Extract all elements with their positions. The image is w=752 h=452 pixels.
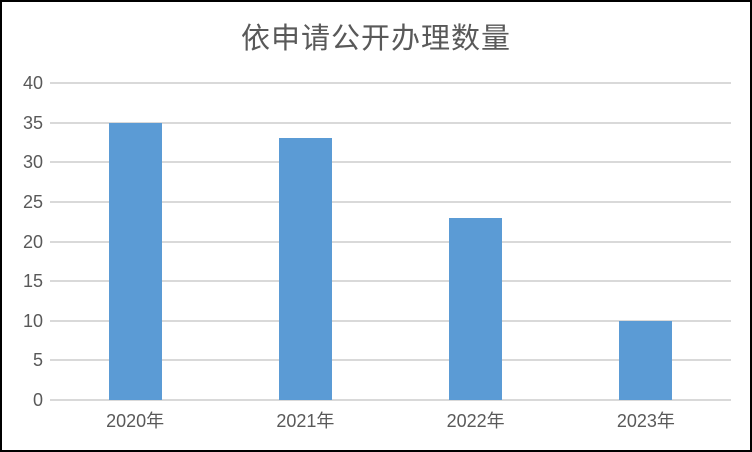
y-axis-tick-label: 40 bbox=[22, 73, 43, 93]
x-axis-tick-label: 2022年 bbox=[446, 411, 505, 431]
x-axis-tick-label: 2023年 bbox=[616, 411, 675, 431]
y-axis-tick-label: 10 bbox=[22, 310, 43, 331]
gridline-y-40 bbox=[50, 82, 731, 84]
bar-2023年 bbox=[619, 320, 673, 400]
y-axis-tick-label: 25 bbox=[22, 191, 43, 212]
gridline-y-25 bbox=[50, 200, 731, 203]
y-axis-tick-label: 0 bbox=[32, 390, 43, 410]
gridline-y-10 bbox=[50, 319, 731, 322]
bar-2022年 bbox=[449, 217, 503, 400]
gridline-y-5 bbox=[50, 359, 731, 362]
y-axis-tick-label: 30 bbox=[22, 152, 43, 173]
gridline-y-0 bbox=[50, 399, 731, 401]
gridline-y-15 bbox=[50, 280, 731, 283]
chart-title: 依申请公开办理数量 bbox=[240, 23, 511, 55]
y-axis-tick-label: 5 bbox=[32, 350, 43, 371]
gridline-y-20 bbox=[50, 240, 731, 243]
y-axis-tick-label: 20 bbox=[22, 231, 43, 252]
y-axis-tick-label: 15 bbox=[22, 271, 43, 292]
y-axis-tick-label: 35 bbox=[22, 112, 43, 133]
x-axis-tick-label: 2021年 bbox=[276, 411, 335, 431]
gridline-y-30 bbox=[50, 161, 731, 164]
x-axis-tick-label: 2020年 bbox=[106, 411, 165, 431]
bar-2020年 bbox=[108, 122, 162, 400]
gridline-y-35 bbox=[50, 121, 731, 124]
bar-2021年 bbox=[278, 138, 332, 400]
